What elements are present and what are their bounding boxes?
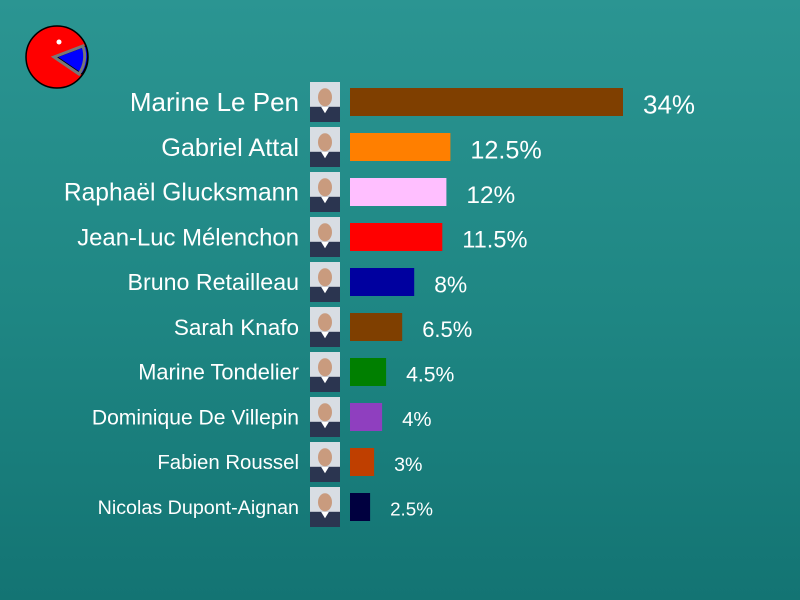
- candidate-portrait-icon: [310, 82, 340, 122]
- candidate-portrait-icon: [310, 442, 340, 482]
- candidate-portrait-icon: [310, 307, 340, 347]
- bar: [350, 448, 375, 476]
- value-label: 12.5%: [470, 136, 541, 164]
- bar: [350, 178, 447, 206]
- bar: [350, 493, 371, 521]
- candidate-portrait-icon: [310, 172, 340, 212]
- bar: [350, 403, 383, 431]
- category-label: Fabien Roussel: [157, 452, 299, 474]
- bars-layer: Marine Le Pen 34% Gabriel Attal 12.5% Raphaë…: [64, 82, 695, 527]
- bar: [350, 268, 415, 296]
- value-label: 2.5%: [390, 498, 433, 519]
- category-label: Raphaël Glucksmann: [64, 180, 299, 207]
- value-label: 8%: [434, 271, 467, 297]
- category-label: Marine Le Pen: [130, 87, 299, 117]
- category-label: Gabriel Attal: [161, 134, 299, 162]
- category-label: Marine Tondelier: [138, 360, 299, 385]
- value-label: 12%: [466, 182, 515, 209]
- candidate-portrait-icon: [310, 262, 340, 302]
- bar: [350, 313, 403, 341]
- category-label: Dominique De Villepin: [92, 406, 299, 429]
- candidate-portrait-icon: [310, 217, 340, 257]
- category-label: Sarah Knafo: [174, 315, 299, 340]
- bar: [350, 88, 623, 116]
- value-label: 4%: [402, 409, 431, 431]
- candidate-portrait-icon: [310, 487, 340, 527]
- candidate-portrait-icon: [310, 127, 340, 167]
- pie-chart-logo-icon: [25, 25, 89, 89]
- category-label: Nicolas Dupont-Aignan: [98, 497, 299, 519]
- bar: [350, 358, 387, 386]
- value-label: 4.5%: [406, 364, 454, 387]
- value-label: 34%: [643, 90, 695, 120]
- candidate-portrait-icon: [310, 352, 340, 392]
- category-label: Bruno Retailleau: [128, 269, 299, 295]
- value-label: 11.5%: [462, 228, 527, 254]
- value-label: 6.5%: [422, 317, 472, 342]
- bar: [350, 223, 443, 251]
- category-label: Jean-Luc Mélenchon: [77, 224, 299, 251]
- bar: [350, 133, 451, 161]
- value-label: 3%: [394, 454, 422, 476]
- candidate-portrait-icon: [310, 397, 340, 437]
